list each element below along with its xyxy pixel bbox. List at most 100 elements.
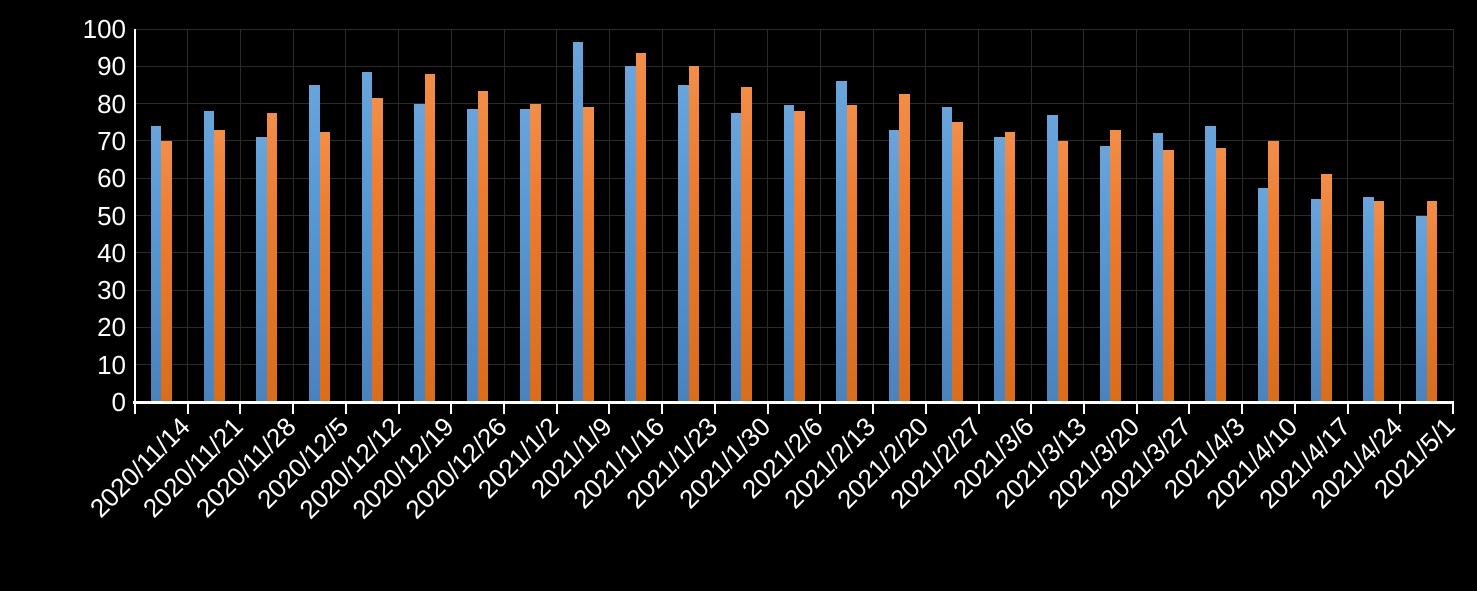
bar-series2 <box>741 86 752 402</box>
x-axis-tick <box>1135 404 1138 414</box>
bar-series2 <box>794 111 805 402</box>
bar-series1 <box>414 103 425 402</box>
y-axis-line <box>134 29 136 402</box>
x-axis-tick <box>397 404 400 414</box>
bar-series2 <box>1110 129 1121 402</box>
y-tick-label: 0 <box>111 387 126 417</box>
x-axis-tick <box>713 404 716 414</box>
bar-series1 <box>203 111 215 402</box>
bar-series2 <box>1163 150 1174 402</box>
x-axis-tick <box>239 404 242 414</box>
bar-series1 <box>467 109 478 402</box>
bar-series2 <box>952 122 963 402</box>
x-axis-tick <box>503 404 506 414</box>
bar-series1 <box>361 71 373 402</box>
x-axis-tick <box>1082 404 1085 414</box>
v-gridline <box>187 29 189 402</box>
v-gridline <box>239 29 241 402</box>
bar-series2 <box>1057 140 1069 402</box>
v-gridline <box>925 29 927 402</box>
x-axis-line <box>133 401 1454 404</box>
v-gridline <box>345 29 347 402</box>
x-axis-tick <box>1399 404 1402 414</box>
bar-series1 <box>150 125 162 402</box>
v-gridline <box>819 29 821 402</box>
v-gridline <box>1294 29 1296 402</box>
bar-series2 <box>424 73 436 402</box>
x-axis-tick <box>292 404 295 414</box>
x-axis-tick <box>872 404 875 414</box>
bar-series1 <box>678 84 689 402</box>
x-axis-tick <box>819 404 822 414</box>
v-gridline <box>1241 29 1243 402</box>
bar-series1 <box>256 137 267 402</box>
v-gridline <box>1452 29 1454 402</box>
bar-series2 <box>372 98 383 402</box>
x-axis-tick <box>344 404 347 414</box>
bar-series2 <box>266 112 278 402</box>
bar-series2 <box>1215 148 1227 402</box>
bar-series1 <box>1416 215 1427 402</box>
v-gridline <box>872 29 874 402</box>
bar-series1 <box>730 112 742 402</box>
bar-series2 <box>635 53 647 402</box>
bar-series2 <box>899 94 910 402</box>
bar-series2 <box>530 103 541 402</box>
v-gridline <box>556 29 558 402</box>
v-gridline <box>1399 29 1401 402</box>
x-axis-tick <box>766 404 769 414</box>
bar-series1 <box>1099 146 1111 402</box>
y-tick-label: 60 <box>97 163 126 194</box>
v-gridline <box>714 29 716 402</box>
v-gridline <box>661 29 663 402</box>
bar-series1 <box>1205 125 1216 402</box>
bar-series2 <box>1004 131 1016 402</box>
x-axis-tick <box>1030 404 1033 414</box>
x-axis-tick <box>977 404 980 414</box>
bar-series1 <box>1047 114 1058 402</box>
v-gridline <box>1136 29 1138 402</box>
bar-series1 <box>888 129 900 402</box>
bar-series2 <box>214 129 225 402</box>
y-tick-label: 80 <box>97 88 126 119</box>
v-gridline <box>292 29 294 402</box>
h-gridline <box>135 65 1453 67</box>
bar-series2 <box>1321 174 1332 402</box>
x-axis-tick <box>1241 404 1244 414</box>
y-tick-label: 10 <box>97 349 126 380</box>
h-gridline <box>135 103 1453 105</box>
bar-series1 <box>783 105 794 402</box>
bar-series2 <box>1268 140 1279 402</box>
x-axis-tick <box>924 404 927 414</box>
x-axis-tick <box>134 404 136 414</box>
v-gridline <box>398 29 400 402</box>
bar-series1 <box>572 42 584 402</box>
x-axis-tick <box>608 404 611 414</box>
x-axis-tick <box>186 404 189 414</box>
v-gridline <box>450 29 452 402</box>
bar-series1 <box>1152 133 1164 402</box>
x-axis-tick <box>450 404 453 414</box>
v-gridline <box>767 29 769 402</box>
v-gridline <box>1347 29 1349 402</box>
y-tick-label: 70 <box>97 125 126 156</box>
v-gridline <box>503 29 505 402</box>
h-gridline <box>135 28 1453 30</box>
bar-series1 <box>1310 198 1322 402</box>
bar-series1 <box>519 109 531 402</box>
bar-series1 <box>836 81 847 402</box>
y-tick-label: 40 <box>97 237 126 268</box>
x-axis-tick <box>1293 404 1296 414</box>
y-tick-label: 100 <box>82 14 126 44</box>
y-tick-label: 50 <box>97 200 126 231</box>
bar-series2 <box>846 105 858 402</box>
v-gridline <box>608 29 610 402</box>
bar-series1 <box>941 107 953 402</box>
x-axis-tick <box>1452 404 1454 414</box>
bar-series2 <box>583 107 594 402</box>
bar-series1 <box>309 84 320 402</box>
bar-series2 <box>477 90 489 402</box>
v-gridline <box>1188 29 1190 402</box>
x-axis-tick <box>1346 404 1349 414</box>
